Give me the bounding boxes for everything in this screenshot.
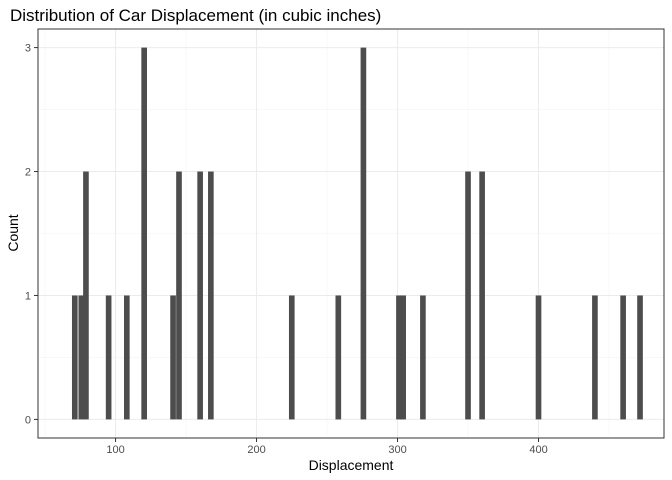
histogram-bar bbox=[170, 295, 176, 420]
histogram-bar bbox=[592, 295, 598, 420]
y-axis-title: Count bbox=[5, 214, 21, 251]
panel-border bbox=[37, 28, 665, 439]
histogram-bar bbox=[71, 295, 78, 420]
y-tick-label: 3 bbox=[25, 43, 31, 55]
chart-title: Distribution of Car Displacement (in cub… bbox=[10, 6, 381, 25]
x-tick-label: 300 bbox=[388, 444, 406, 456]
axis-ticks: 100 200 300 400 0 1 2 3 bbox=[25, 43, 548, 456]
histogram-bar bbox=[105, 295, 112, 420]
histogram-bar bbox=[400, 295, 406, 420]
histogram-bars bbox=[71, 47, 643, 420]
y-tick-label: 2 bbox=[25, 167, 31, 179]
histogram-bar bbox=[335, 295, 342, 420]
histogram-bar bbox=[141, 47, 147, 420]
histogram-bar bbox=[465, 171, 471, 420]
y-tick-label: 0 bbox=[25, 414, 31, 426]
histogram-bar bbox=[620, 295, 626, 420]
y-tick-label: 1 bbox=[25, 290, 31, 302]
histogram-bar bbox=[176, 171, 182, 420]
histogram-bar bbox=[78, 295, 85, 420]
grid-lines bbox=[38, 29, 664, 438]
histogram-bar bbox=[83, 171, 89, 420]
histogram-bar bbox=[637, 295, 643, 420]
histogram-bar bbox=[535, 295, 542, 420]
histogram-bar bbox=[479, 171, 485, 420]
x-tick-label: 100 bbox=[106, 444, 124, 456]
histogram-bar bbox=[208, 171, 214, 420]
x-tick-label: 400 bbox=[529, 444, 547, 456]
histogram-bar bbox=[197, 171, 203, 420]
histogram-bar bbox=[124, 295, 130, 420]
histogram-bar bbox=[420, 295, 426, 420]
x-axis-title: Displacement bbox=[309, 457, 394, 473]
histogram-bar bbox=[288, 295, 295, 420]
x-tick-label: 200 bbox=[247, 444, 265, 456]
histogram-bar bbox=[360, 47, 367, 420]
histogram-bar bbox=[396, 295, 402, 420]
